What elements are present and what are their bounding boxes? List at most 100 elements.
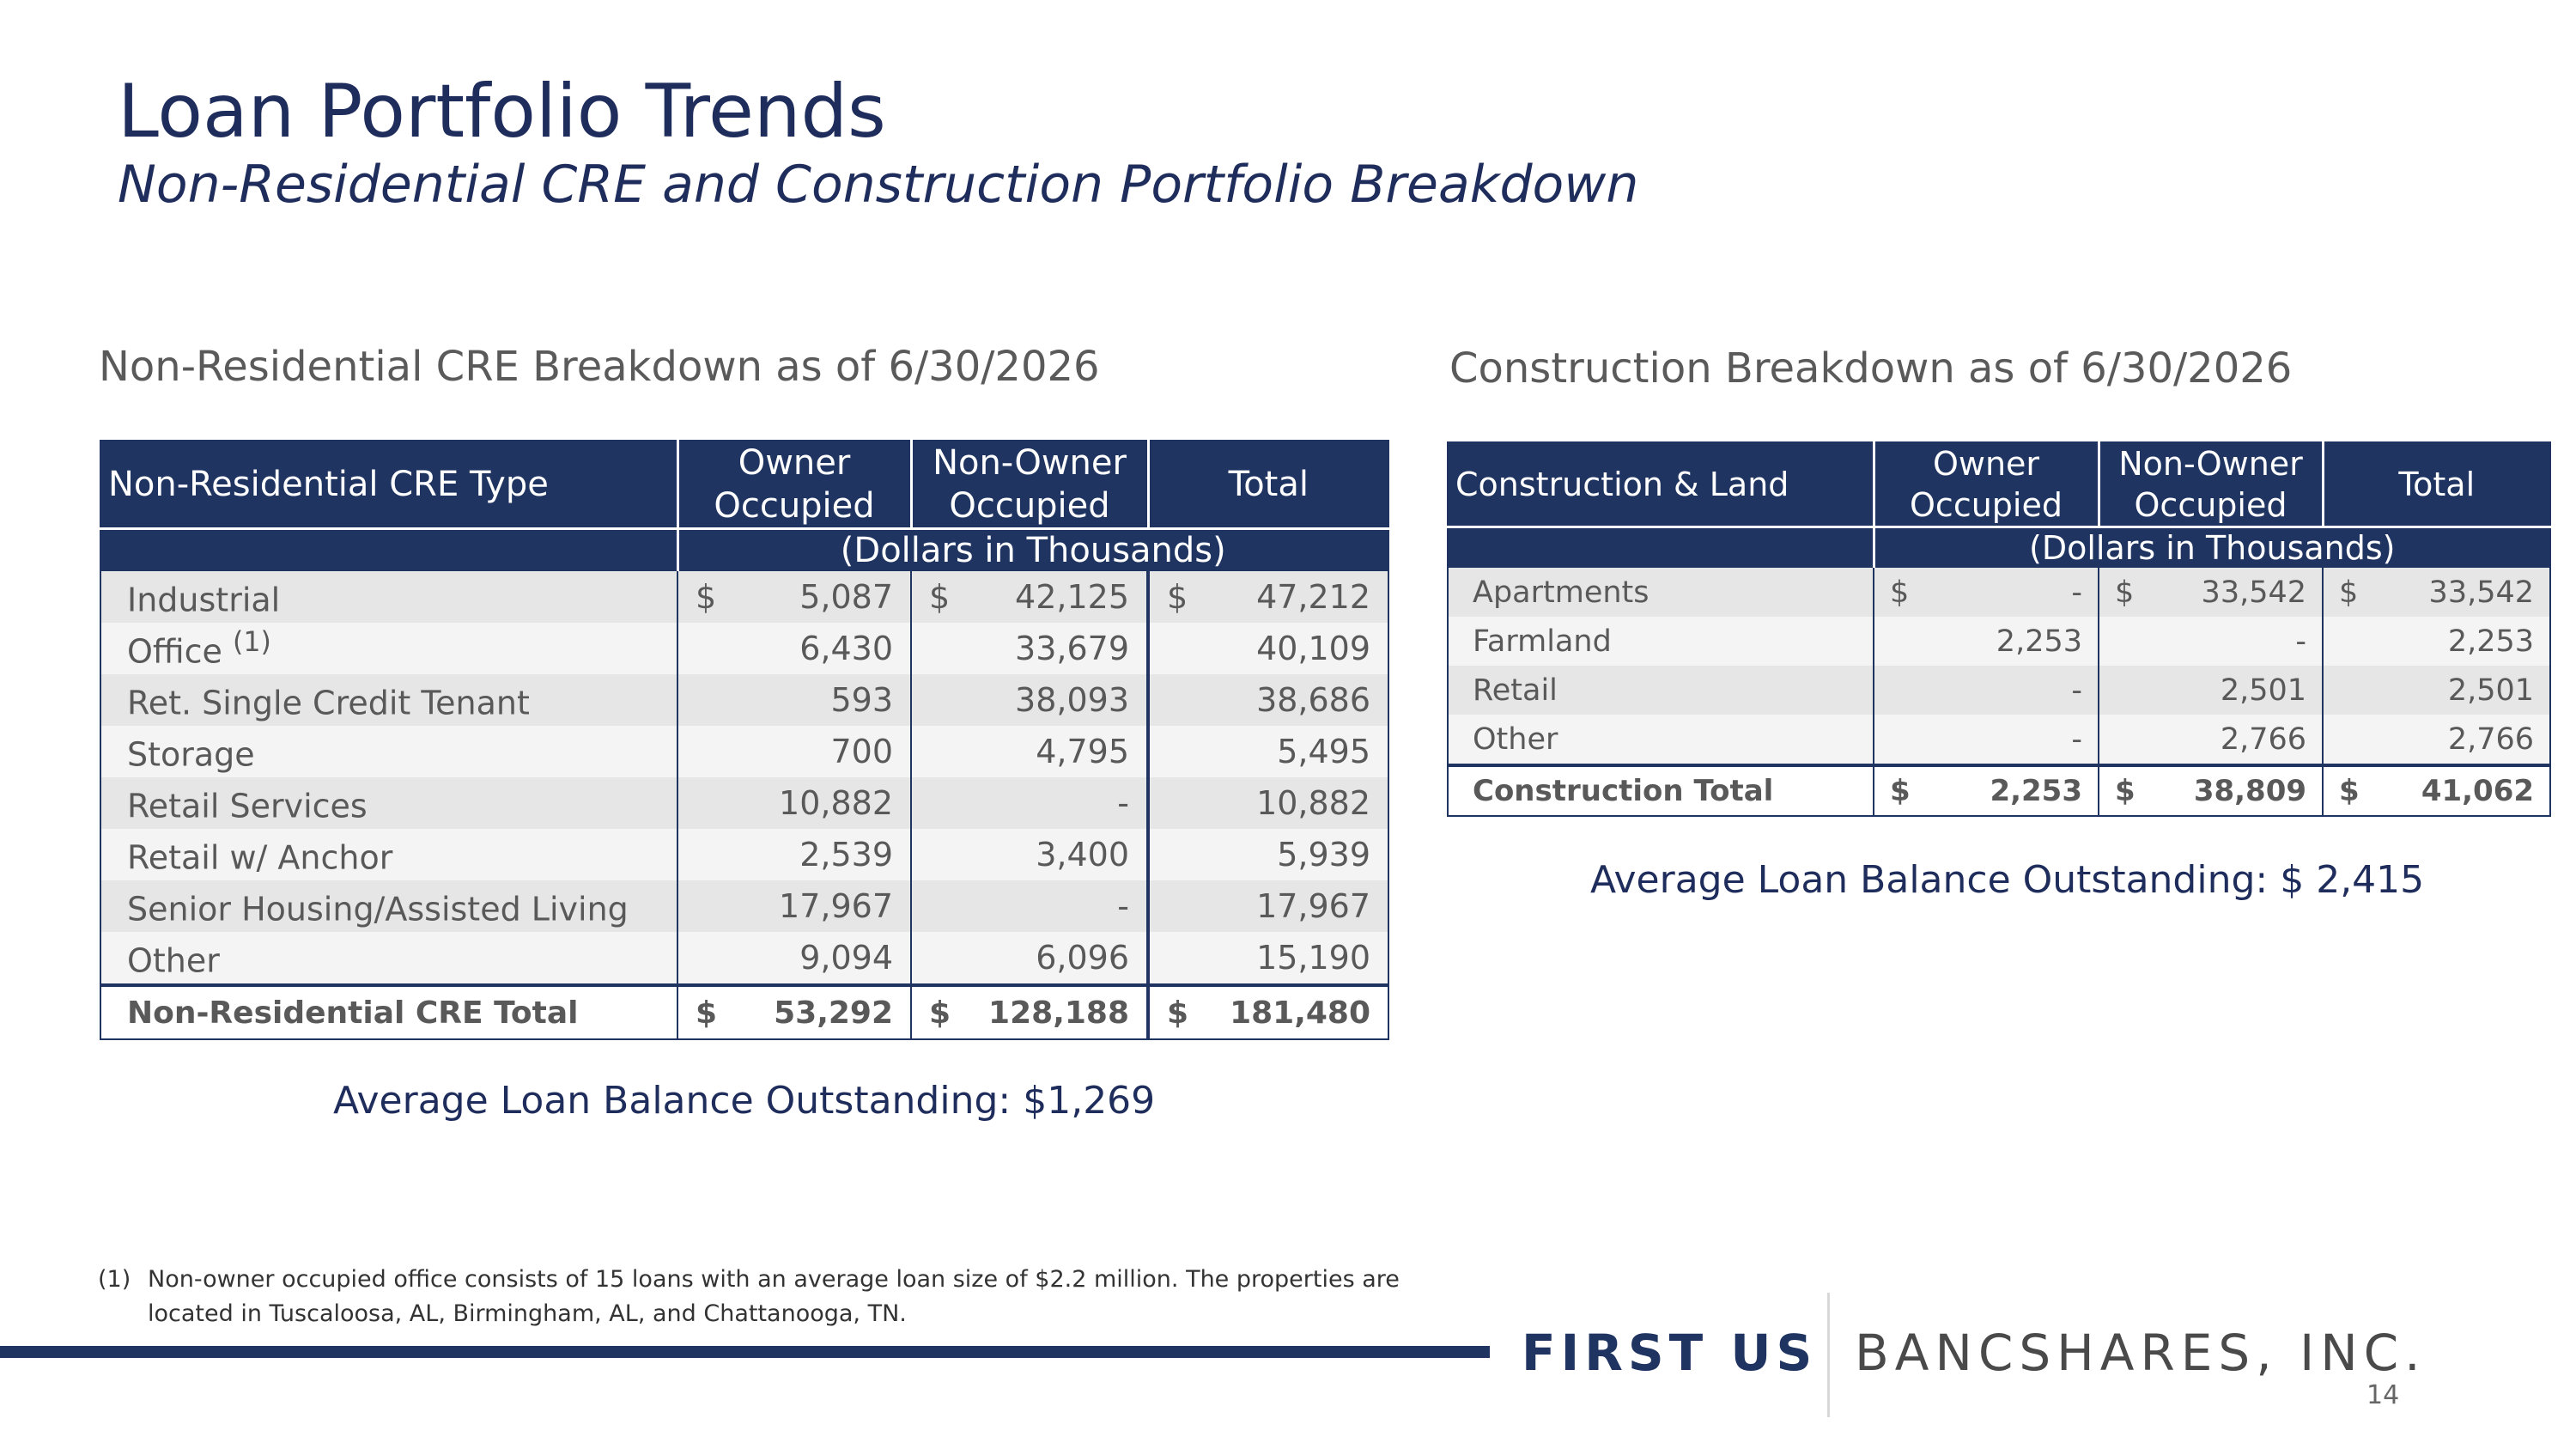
currency-sign [677,829,746,880]
column-header-owner-occupied: Owner Occupied [677,441,913,529]
table-row: Retail Services 10,882 - 10,882 [100,777,1389,829]
currency-sign [1148,623,1216,674]
currency-sign [911,777,979,829]
column-header-total: Total [1148,441,1389,529]
non-owner-occupied-value: - [2159,617,2324,666]
column-header-type: Construction & Land [1448,442,1875,527]
currency-sign [2323,617,2384,666]
owner-occupied-value: - [1934,666,2099,715]
footer-rule [0,1346,1490,1358]
header-line: Non-Owner [2118,445,2303,483]
non-owner-occupied-value: 6,096 [978,932,1151,985]
table-header-row: Non-Residential CRE Type Owner Occupied N… [100,441,1389,529]
total-row: Construction Total $ 2,253 $ 38,809 $ 41… [1448,764,2551,816]
grand-total: 41,062 [2383,764,2551,816]
currency-sign: $ [911,571,979,623]
cre-breakdown-table: Non-Residential CRE Type Owner Occupied N… [100,440,1390,1040]
row-label: Storage [100,726,678,777]
table-header-row: Construction & Land Owner Occupied Non-Ow… [1448,442,2551,527]
non-owner-occupied-value: 2,501 [2159,666,2324,715]
currency-sign: $ [1874,568,1934,617]
non-owner-occupied-value: 42,125 [978,571,1151,623]
header-line: Occupied [949,486,1110,526]
row-label: Senior Housing/Assisted Living [100,880,678,932]
units-row: (Dollars in Thousands) [100,527,1389,571]
row-label: Other [100,932,678,985]
construction-average-loan-balance: Average Loan Balance Outstanding: $ 2,41… [1590,858,2425,902]
total-value: 47,212 [1215,571,1389,623]
currency-sign [911,829,979,880]
owner-occupied-value: 5,087 [746,571,913,623]
non-owner-occupied-value: 3,400 [978,829,1151,880]
total-value: 38,686 [1215,674,1389,726]
owner-occupied-value: 17,967 [746,880,913,932]
table-row: Other 9,094 6,096 15,190 [100,932,1389,985]
total-value: 5,939 [1215,829,1389,880]
logo-bancshares: BANCSHARES, INC. [1855,1324,2427,1382]
currency-sign [1148,777,1216,829]
currency-sign [677,623,746,674]
total-value: 10,882 [1215,777,1389,829]
owner-occupied-total: 53,292 [746,983,913,1039]
row-label-text: Industrial [127,581,281,619]
currency-sign [911,880,979,932]
row-label: Retail Services [100,777,678,829]
total-row-label: Non-Residential CRE Total [100,983,678,1039]
table-row: Apartments $ - $33,542 $33,542 [1448,568,2551,617]
row-label: Industrial [100,571,678,623]
units-row: (Dollars in Thousands) [1448,526,2551,568]
owner-occupied-value: - [1934,715,2099,765]
total-value: 2,766 [2383,715,2551,765]
owner-occupied-value: 9,094 [746,932,913,985]
currency-sign [911,726,979,777]
units-row-blank [100,527,679,571]
table-row: Senior Housing/Assisted Living 17,967 - 17… [100,880,1389,932]
currency-sign: $ [1148,571,1216,623]
units-label: (Dollars in Thousands) [677,527,1389,571]
currency-sign [911,623,979,674]
currency-sign [2099,666,2159,715]
total-value: 33,542 [2383,568,2551,617]
currency-sign: $ [677,983,746,1039]
owner-occupied-value: 2,253 [1934,617,2099,666]
total-row: Non-Residential CRE Total $ 53,292 $ 128… [100,983,1389,1039]
currency-sign [1148,829,1216,880]
currency-sign [2099,617,2159,666]
currency-sign: $ [2323,764,2384,816]
header-line: Non-Owner [933,443,1127,483]
total-value: 2,253 [2383,617,2551,666]
owner-occupied-value: 593 [746,674,913,726]
total-value: 15,190 [1215,932,1389,985]
column-header-owner-occupied: Owner Occupied [1874,442,2100,527]
currency-sign: $ [1874,764,1934,816]
currency-sign [1148,726,1216,777]
currency-sign [677,726,746,777]
table-row: Industrial $5,087 $42,125 $47,212 [100,571,1389,623]
footnote-text: Non-owner occupied office consists of 15… [148,1266,1400,1327]
currency-sign: $ [2099,568,2159,617]
row-label: Office (1) [100,623,678,674]
table-row: Ret. Single Credit Tenant 593 38,093 38,68… [100,674,1389,726]
non-owner-occupied-value: 33,542 [2159,568,2324,617]
currency-sign [2099,715,2159,765]
header-line: Occupied [1910,486,2063,524]
currency-sign [911,932,979,985]
currency-sign: $ [2099,764,2159,816]
non-owner-occupied-value: 4,795 [978,726,1151,777]
owner-occupied-value: - [1934,568,2099,617]
page-title: Loan Portfolio Trends [118,69,886,155]
non-owner-occupied-value: 38,093 [978,674,1151,726]
total-value: 17,967 [1215,880,1389,932]
currency-sign [677,932,746,985]
table-row: Office (1) 6,430 33,679 40,109 [100,623,1389,674]
row-label-text: Retail w/ Anchor [127,838,393,877]
non-owner-occupied-value: - [978,880,1151,932]
currency-sign [1874,715,1934,765]
footnote-marker: (1) [98,1266,131,1293]
column-header-non-owner-occupied: Non-Owner Occupied [2099,442,2324,527]
non-owner-occupied-total: 128,188 [978,983,1151,1039]
table-row: Retail - 2,501 2,501 [1448,666,2551,715]
row-label: Apartments [1448,568,1874,617]
owner-occupied-value: 6,430 [746,623,913,674]
row-label-text: Office [127,632,222,671]
